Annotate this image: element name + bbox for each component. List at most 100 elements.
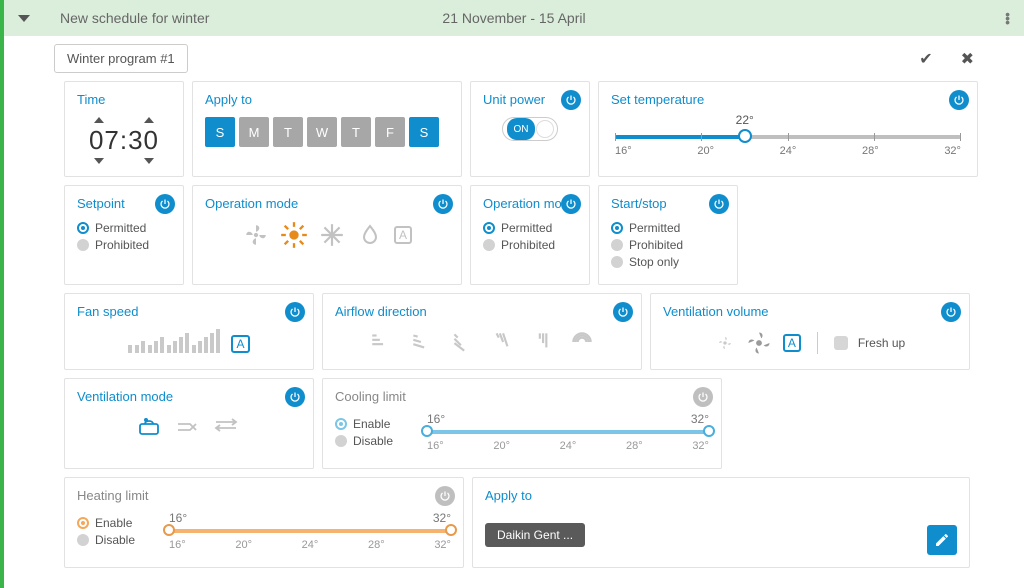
kebab-menu-icon[interactable]: ••• — [1005, 12, 1010, 24]
radio-option[interactable]: Disable — [335, 434, 415, 448]
power-icon[interactable] — [949, 90, 969, 110]
fan-large-icon[interactable] — [745, 329, 773, 357]
hour-down-icon[interactable] — [94, 158, 104, 164]
day-button[interactable]: T — [341, 117, 371, 147]
edit-button[interactable] — [927, 525, 957, 555]
radio-option[interactable]: Prohibited — [483, 238, 577, 252]
power-icon[interactable] — [561, 194, 581, 214]
card-title: Start/stop — [611, 196, 725, 211]
slider-handle[interactable] — [738, 129, 752, 143]
fan-auto-icon[interactable]: A — [231, 335, 249, 353]
fan-speed-5-icon[interactable] — [192, 329, 220, 353]
program-name-chip[interactable]: Winter program #1 — [54, 44, 188, 73]
heat-mode-icon[interactable] — [280, 221, 308, 249]
collapse-icon[interactable] — [18, 15, 30, 22]
freshup-checkbox[interactable] — [834, 336, 848, 350]
vent-mode-auto-icon[interactable] — [137, 414, 165, 438]
heating-range-slider[interactable]: 16° 32° 16° 20° 24° 28° 32° — [169, 515, 451, 555]
power-icon[interactable] — [941, 302, 961, 322]
radio-label: Prohibited — [629, 238, 683, 252]
radio-option[interactable]: Prohibited — [77, 238, 171, 252]
airflow-p1-icon[interactable] — [409, 329, 435, 355]
radio-label: Prohibited — [501, 238, 555, 252]
range-handle-high[interactable] — [445, 524, 457, 536]
day-button[interactable]: M — [239, 117, 269, 147]
radio-option[interactable]: Prohibited — [611, 238, 725, 252]
airflow-p3-icon[interactable] — [489, 329, 515, 355]
radio-option[interactable]: Disable — [77, 533, 157, 547]
toggle-knob — [536, 120, 554, 138]
power-icon[interactable] — [561, 90, 581, 110]
range-handle-high[interactable] — [703, 425, 715, 437]
fan-speed-2-icon[interactable] — [135, 341, 145, 353]
hour-up-icon[interactable] — [94, 117, 104, 123]
day-button[interactable]: S — [409, 117, 439, 147]
tick-label: 32° — [692, 440, 709, 452]
radio-label: Permitted — [501, 221, 552, 235]
vent-auto-icon[interactable]: A — [783, 334, 801, 352]
tick-label: 16° — [427, 440, 444, 452]
power-icon[interactable] — [155, 194, 175, 214]
fan-speed-3-icon[interactable] — [148, 337, 164, 353]
radio-option[interactable]: Permitted — [77, 221, 171, 235]
schedule-date-range: 21 November - 15 April — [442, 10, 585, 26]
power-icon[interactable] — [709, 194, 729, 214]
vent-mode-bypass-icon[interactable] — [213, 414, 241, 438]
airflow-p0-icon[interactable] — [369, 329, 395, 355]
range-low-label: 16° — [427, 412, 445, 426]
fan-small-icon[interactable] — [715, 333, 735, 353]
power-icon[interactable] — [285, 387, 305, 407]
day-button[interactable]: T — [273, 117, 303, 147]
power-icon[interactable] — [433, 194, 453, 214]
radio-label: Disable — [353, 434, 393, 448]
power-icon[interactable] — [285, 302, 305, 322]
day-button[interactable]: S — [205, 117, 235, 147]
day-button[interactable]: W — [307, 117, 337, 147]
unit-power-toggle[interactable]: ON — [502, 117, 558, 141]
card-title: Apply to — [485, 488, 957, 503]
radio-icon — [77, 222, 89, 234]
range-handle-low[interactable] — [421, 425, 433, 437]
auto-mode-icon[interactable]: A — [394, 226, 412, 244]
vent-mode-erv-icon[interactable] — [175, 414, 203, 438]
temperature-slider[interactable]: 22° 16° 20° 24° 28° 32° — [615, 125, 961, 159]
cooling-range-slider[interactable]: 16° 32° 16° 20° 24° 28° 32° — [427, 416, 709, 456]
toggle-label: ON — [507, 118, 535, 140]
radio-option[interactable]: Permitted — [611, 221, 725, 235]
cool-mode-icon[interactable] — [318, 221, 346, 249]
cancel-icon[interactable] — [961, 49, 974, 69]
card-title: Time — [77, 92, 171, 107]
power-icon[interactable] — [693, 387, 713, 407]
dry-mode-icon[interactable] — [356, 221, 384, 249]
day-button[interactable]: F — [375, 117, 405, 147]
tick-label: 20° — [697, 145, 714, 157]
apply-units-card: Apply to Daikin Gent ... — [472, 477, 970, 568]
radio-icon — [77, 517, 89, 529]
power-icon[interactable] — [613, 302, 633, 322]
confirm-icon[interactable] — [919, 49, 932, 69]
range-handle-low[interactable] — [163, 524, 175, 536]
radio-label: Enable — [353, 417, 390, 431]
airflow-p2-icon[interactable] — [449, 329, 475, 355]
tick-label: 24° — [780, 145, 797, 157]
radio-label: Disable — [95, 533, 135, 547]
operation-mode-icons-card: Operation mode A — [192, 185, 462, 285]
apply-days-card: Apply to SMTWTFS — [192, 81, 462, 177]
unit-tag[interactable]: Daikin Gent ... — [485, 523, 585, 547]
heating-limit-card: Heating limit EnableDisable 16° 32° — [64, 477, 464, 568]
minute-up-icon[interactable] — [144, 117, 154, 123]
minute-down-icon[interactable] — [144, 158, 154, 164]
fan-mode-icon[interactable] — [242, 221, 270, 249]
radio-option[interactable]: Enable — [335, 417, 415, 431]
fan-speed-4-icon[interactable] — [167, 333, 189, 353]
airflow-swing-icon[interactable] — [569, 329, 595, 355]
radio-option[interactable]: Stop only — [611, 255, 725, 269]
power-icon[interactable] — [435, 486, 455, 506]
radio-option[interactable]: Permitted — [483, 221, 577, 235]
radio-option[interactable]: Enable — [77, 516, 157, 530]
airflow-p4-icon[interactable] — [529, 329, 555, 355]
fan-speed-1-icon[interactable] — [128, 345, 132, 353]
ventilation-volume-card: Ventilation volume A Fresh up — [650, 293, 970, 370]
ventilation-mode-card: Ventilation mode — [64, 378, 314, 469]
tick-label: 28° — [368, 539, 385, 551]
